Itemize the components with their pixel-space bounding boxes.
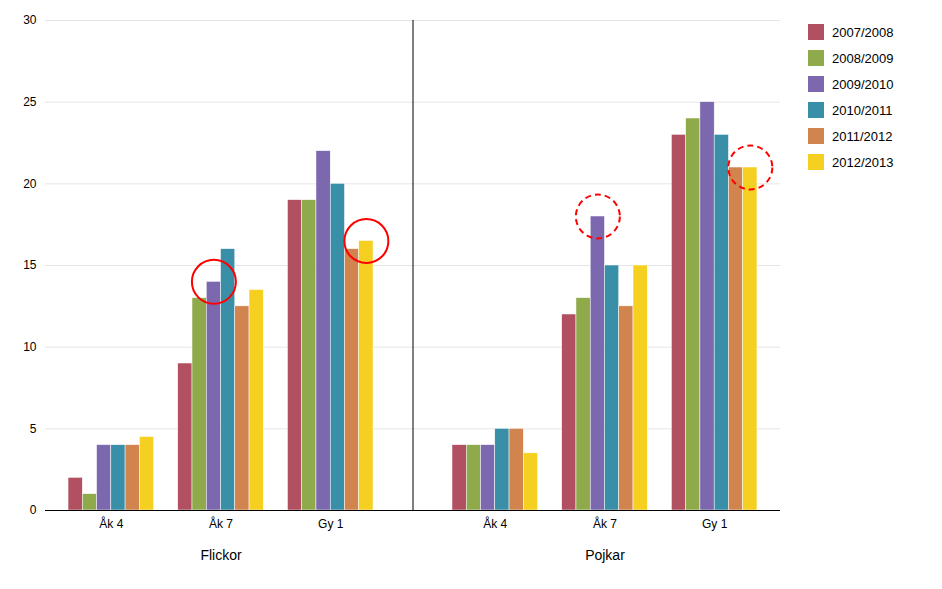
svg-text:5: 5 bbox=[30, 422, 37, 436]
html-text:2008/2009: 2008/2009 bbox=[832, 50, 894, 66]
svg-text:10: 10 bbox=[23, 340, 37, 354]
svg-text:0: 0 bbox=[30, 503, 37, 517]
svg-text:Pojkar: Pojkar bbox=[585, 547, 625, 563]
svg-text:15: 15 bbox=[23, 258, 37, 272]
svg-text:Åk 7: Åk 7 bbox=[209, 516, 233, 531]
html-text:2012/2013: 2012/2013 bbox=[832, 154, 894, 170]
html-text:2007/2008: 2007/2008 bbox=[832, 24, 894, 40]
svg-text:25: 25 bbox=[23, 95, 37, 109]
svg-text:Åk 7: Åk 7 bbox=[593, 516, 617, 531]
svg-text:Åk 4: Åk 4 bbox=[99, 516, 123, 531]
svg-text:20: 20 bbox=[23, 177, 37, 191]
svg-text:Gy 1: Gy 1 bbox=[318, 517, 344, 531]
svg-text:Flickor: Flickor bbox=[200, 547, 242, 563]
svg-text:30: 30 bbox=[23, 13, 37, 27]
html-text:2009/2010: 2009/2010 bbox=[832, 76, 894, 92]
html-text:2011/2012: 2011/2012 bbox=[832, 128, 893, 144]
svg-text:Åk 4: Åk 4 bbox=[483, 516, 507, 531]
html-text:2010/2011: 2010/2011 bbox=[832, 102, 893, 118]
svg-text:Gy 1: Gy 1 bbox=[702, 517, 728, 531]
